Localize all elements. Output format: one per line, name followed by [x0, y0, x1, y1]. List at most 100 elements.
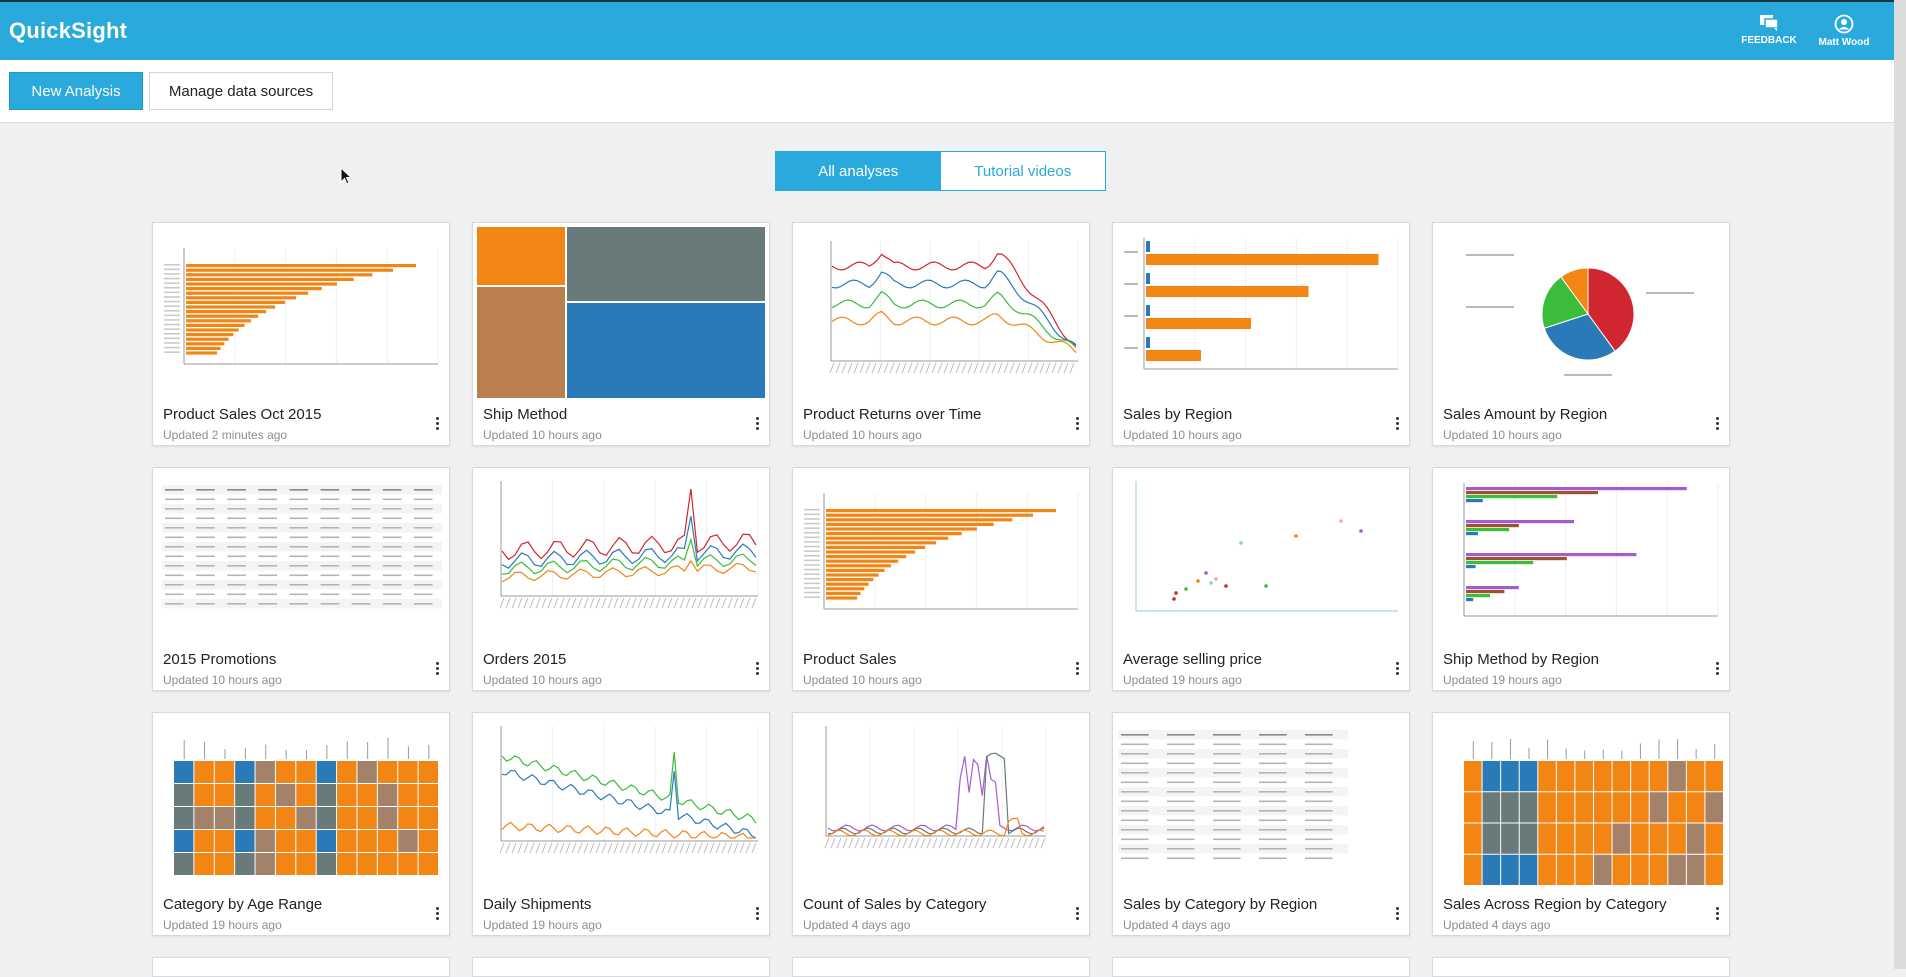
more-options-icon[interactable]: [753, 906, 761, 922]
tab-tutorial-videos[interactable]: Tutorial videos: [974, 162, 1072, 180]
analysis-card[interactable]: Ship Method by Region Updated 19 hours ag…: [1432, 467, 1730, 691]
analysis-updated-time: Updated 4 days ago: [803, 918, 911, 932]
analysis-card[interactable]: Sales by Category by Region Updated 4 day…: [1112, 712, 1410, 936]
thumbnail-chart: [1118, 730, 1348, 860]
analysis-card-partial[interactable]: [152, 957, 450, 977]
analysis-title[interactable]: 2015 Promotions: [163, 651, 277, 668]
user-menu-button[interactable]: Matt Wood: [1804, 14, 1884, 48]
analysis-thumbnail[interactable]: [1116, 471, 1406, 644]
analysis-updated-time: Updated 19 hours ago: [1123, 673, 1242, 687]
analysis-card[interactable]: Sales by Region Updated 10 hours ago: [1112, 222, 1410, 446]
analysis-card[interactable]: Ship Method Updated 10 hours ago: [472, 222, 770, 446]
analysis-title[interactable]: Product Sales: [803, 651, 897, 668]
analysis-thumbnail[interactable]: [796, 716, 1086, 889]
analysis-title[interactable]: Sales by Category by Region: [1123, 896, 1318, 913]
analysis-thumbnail[interactable]: [156, 226, 446, 399]
analysis-card[interactable]: Product Returns over Time Updated 10 hour…: [792, 222, 1090, 446]
analysis-thumbnail[interactable]: [796, 226, 1086, 399]
analysis-updated-time: Updated 4 days ago: [1123, 918, 1231, 932]
analysis-thumbnail[interactable]: [1436, 471, 1726, 644]
thumbnail-chart: [1466, 254, 1694, 376]
analysis-thumbnail[interactable]: [1116, 716, 1406, 889]
analysis-updated-time: Updated 10 hours ago: [483, 428, 602, 442]
thumbnail-chart: [1463, 483, 1719, 617]
more-options-icon[interactable]: [1713, 661, 1721, 677]
more-options-icon[interactable]: [1713, 906, 1721, 922]
analysis-title[interactable]: Ship Method by Region: [1443, 651, 1599, 668]
analysis-title[interactable]: Orders 2015: [483, 651, 567, 668]
analysis-updated-time: Updated 10 hours ago: [1123, 428, 1242, 442]
analysis-card[interactable]: 2015 Promotions Updated 10 hours ago: [152, 467, 450, 691]
more-options-icon[interactable]: [1713, 416, 1721, 432]
analysis-updated-time: Updated 10 hours ago: [483, 673, 602, 687]
more-options-icon[interactable]: [433, 661, 441, 677]
analysis-updated-time: Updated 2 minutes ago: [163, 428, 288, 442]
analysis-thumbnail[interactable]: [156, 471, 446, 644]
analysis-updated-time: Updated 10 hours ago: [803, 673, 922, 687]
more-options-icon[interactable]: [753, 416, 761, 432]
thumbnail-chart: [1464, 738, 1723, 885]
analysis-card-partial[interactable]: [1432, 957, 1730, 977]
analysis-title[interactable]: Category by Age Range: [163, 896, 323, 913]
analysis-card-partial[interactable]: [472, 957, 770, 977]
feedback-icon: [1760, 15, 1779, 31]
analysis-title[interactable]: Sales by Region: [1123, 406, 1233, 423]
new-analysis-button[interactable]: New Analysis: [9, 72, 143, 110]
analysis-title[interactable]: Average selling price: [1123, 651, 1262, 668]
analysis-card[interactable]: Daily Shipments Updated 19 hours ago: [472, 712, 770, 936]
analysis-title[interactable]: Sales Amount by Region: [1443, 406, 1608, 423]
more-options-icon[interactable]: [1393, 416, 1401, 432]
more-options-icon[interactable]: [1073, 416, 1081, 432]
thumbnail-chart: [164, 248, 439, 365]
analysis-title[interactable]: Count of Sales by Category: [803, 896, 987, 913]
user-avatar-icon: [1834, 14, 1854, 34]
thumbnail-chart: [162, 485, 442, 609]
tab-all-analyses[interactable]: All analyses: [776, 152, 941, 190]
thumbnail-chart: [476, 226, 766, 399]
analysis-thumbnail[interactable]: [796, 471, 1086, 644]
analysis-card[interactable]: Average selling price Updated 19 hours ag…: [1112, 467, 1410, 691]
analysis-thumbnail[interactable]: [476, 716, 766, 889]
more-options-icon[interactable]: [1073, 906, 1081, 922]
analysis-card[interactable]: Sales Across Region by Category Updated 4…: [1432, 712, 1730, 936]
analysis-title[interactable]: Ship Method: [483, 406, 568, 423]
analysis-title[interactable]: Daily Shipments: [483, 896, 592, 913]
thumbnail-chart: [499, 726, 759, 854]
analysis-thumbnail[interactable]: [1116, 226, 1406, 399]
analysis-card[interactable]: Product Sales Updated 10 hours ago: [792, 467, 1090, 691]
more-options-icon[interactable]: [433, 416, 441, 432]
analysis-thumbnail[interactable]: [476, 226, 766, 399]
view-toggle: All analyses Tutorial videos: [775, 151, 1106, 191]
analysis-card[interactable]: Sales Amount by Region Updated 10 hours a…: [1432, 222, 1730, 446]
quicksight-logo[interactable]: QuickSight: [9, 18, 128, 43]
more-options-icon[interactable]: [1393, 661, 1401, 677]
analysis-card[interactable]: Orders 2015 Updated 10 hours ago: [472, 467, 770, 691]
analysis-title[interactable]: Product Returns over Time: [803, 406, 982, 423]
analysis-updated-time: Updated 10 hours ago: [803, 428, 922, 442]
toolbar: New Analysis Manage data sources: [0, 60, 1894, 123]
thumbnail-chart: [174, 737, 438, 875]
more-options-icon[interactable]: [433, 906, 441, 922]
analysis-card-partial[interactable]: [1112, 957, 1410, 977]
more-options-icon[interactable]: [1073, 661, 1081, 677]
analysis-title[interactable]: Product Sales Oct 2015: [163, 406, 322, 423]
analysis-card-partial[interactable]: [792, 957, 1090, 977]
analysis-thumbnail[interactable]: [1436, 716, 1726, 889]
analysis-thumbnail[interactable]: [1436, 226, 1726, 399]
manage-data-sources-button[interactable]: Manage data sources: [149, 72, 333, 110]
top-bar: QuickSight FEEDBACK Matt Wood: [0, 0, 1894, 60]
analysis-updated-time: Updated 4 days ago: [1443, 918, 1551, 932]
thumbnail-chart: [1135, 481, 1398, 612]
feedback-button[interactable]: FEEDBACK: [1729, 14, 1809, 46]
more-options-icon[interactable]: [753, 661, 761, 677]
page-scrollbar[interactable]: [1894, 0, 1906, 969]
analysis-updated-time: Updated 10 hours ago: [163, 673, 282, 687]
analysis-thumbnail[interactable]: [476, 471, 766, 644]
analysis-card[interactable]: Product Sales Oct 2015 Updated 2 minutes …: [152, 222, 450, 446]
more-options-icon[interactable]: [1393, 906, 1401, 922]
thumbnail-chart: [824, 726, 1047, 849]
analysis-title[interactable]: Sales Across Region by Category: [1443, 896, 1667, 913]
analysis-thumbnail[interactable]: [156, 716, 446, 889]
analysis-card[interactable]: Count of Sales by Category Updated 4 days…: [792, 712, 1090, 936]
analysis-card[interactable]: Category by Age Range Updated 19 hours ag…: [152, 712, 450, 936]
